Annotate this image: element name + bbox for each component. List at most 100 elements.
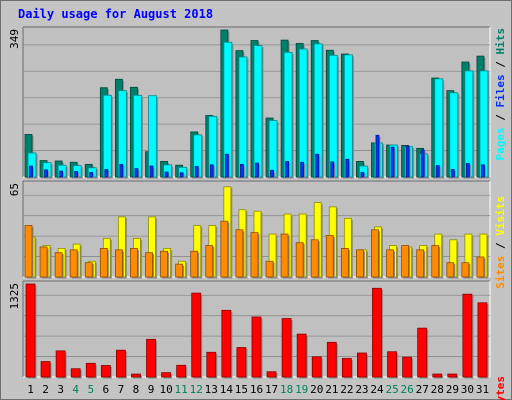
legend-separator: /	[494, 108, 507, 128]
bar-sites	[280, 233, 289, 278]
day-label: 2	[42, 383, 49, 396]
bar-kbytes	[372, 287, 382, 378]
bar-hits	[283, 51, 293, 178]
bar-kbytes	[417, 327, 428, 378]
bar-kbytes	[311, 356, 322, 378]
bar-files	[405, 145, 410, 178]
bar-sites	[386, 249, 394, 278]
bar-kbytes	[146, 338, 156, 378]
bar-kbytes	[55, 350, 66, 378]
bar-kbytes	[447, 373, 458, 378]
day-label: 23	[355, 383, 368, 396]
day-label: 25	[385, 383, 398, 396]
bar-hits	[343, 54, 353, 178]
bar-files	[315, 153, 320, 178]
bar-kbytes	[236, 347, 247, 378]
day-label: 8	[133, 383, 140, 396]
bar-kbytes	[326, 341, 337, 378]
bar-hits	[328, 54, 338, 178]
bar-sites	[340, 247, 349, 278]
bar-hits	[133, 94, 142, 178]
bar-kbytes	[115, 349, 126, 378]
legend-separator: /	[494, 236, 507, 256]
bar-sites	[371, 229, 379, 278]
bar-files	[179, 172, 184, 178]
bar-hits	[148, 95, 157, 178]
day-label: 21	[325, 383, 338, 396]
bar-sites	[356, 249, 364, 278]
bar-kbytes	[251, 316, 262, 378]
bar-sites	[265, 260, 274, 278]
bar-kbytes	[191, 292, 202, 378]
bar-files	[360, 171, 365, 178]
bar-kbytes	[70, 368, 81, 378]
bar-sites	[431, 245, 440, 278]
bar-files	[59, 170, 64, 178]
legend-pages: Pages	[494, 127, 507, 160]
day-label: 17	[265, 383, 278, 396]
bar-hits	[298, 48, 308, 178]
bar-kbytes	[25, 283, 36, 378]
bar-hits	[479, 70, 489, 178]
bar-kbytes	[432, 373, 443, 378]
day-label: 20	[310, 383, 323, 396]
bar-kbytes	[85, 362, 96, 378]
day-label: 1	[27, 383, 34, 396]
legend-separator: /	[494, 55, 507, 75]
day-label: 30	[461, 383, 474, 396]
bar-files	[119, 163, 124, 178]
legend-hits: Hits	[494, 28, 507, 55]
y-max-label-1: 349	[8, 29, 21, 49]
bar-files	[194, 166, 199, 178]
bar-files	[29, 165, 33, 178]
bar-files	[255, 162, 259, 178]
bar-kbytes	[477, 302, 488, 378]
day-label: 26	[401, 383, 414, 396]
bar-kbytes	[402, 356, 413, 378]
bar-kbytes	[281, 318, 292, 378]
bar-sites	[190, 250, 199, 278]
bar-sites	[130, 247, 138, 278]
bar-files	[465, 163, 470, 178]
bar-sites	[295, 242, 304, 278]
bar-sites	[114, 249, 123, 278]
bar-files	[240, 163, 244, 178]
bar-hits	[253, 45, 263, 178]
bar-kbytes	[462, 293, 473, 378]
bar-sites	[310, 239, 319, 278]
day-label: 24	[370, 383, 384, 396]
day-label: 16	[250, 383, 263, 396]
day-label: 29	[446, 383, 459, 396]
day-label: 31	[476, 383, 489, 396]
chart-title: Daily usage for August 2018	[18, 7, 213, 21]
bar-files	[481, 164, 485, 178]
bar-files	[44, 169, 48, 178]
day-label: 14	[220, 383, 234, 396]
bar-sites	[54, 252, 63, 278]
bar-files	[134, 168, 139, 178]
day-label: 15	[235, 383, 248, 396]
bar-files	[450, 169, 455, 178]
bar-files	[209, 164, 214, 178]
bar-sites	[325, 235, 334, 278]
panel-2-legend: Sites / Visits	[494, 196, 507, 289]
y-max-label-2: 65	[8, 183, 21, 196]
bar-kbytes	[357, 352, 367, 378]
bar-sites	[84, 262, 93, 278]
day-label: 28	[431, 383, 444, 396]
bar-sites	[99, 247, 108, 278]
legend-sites: Sites	[494, 256, 507, 289]
day-label: 7	[118, 383, 125, 396]
bar-sites	[250, 232, 259, 278]
bar-files	[390, 146, 395, 178]
bar-hits	[434, 78, 444, 178]
bar-kbytes	[266, 371, 277, 378]
day-label: 4	[72, 383, 79, 396]
bar-sites	[220, 220, 229, 278]
bar-files	[375, 134, 380, 178]
bar-sites	[205, 245, 214, 278]
legend-kbytes: KBytes	[494, 376, 507, 400]
day-label: 6	[103, 383, 110, 396]
day-label: 19	[295, 383, 308, 396]
panel-3-legend: KBytes	[494, 376, 507, 400]
